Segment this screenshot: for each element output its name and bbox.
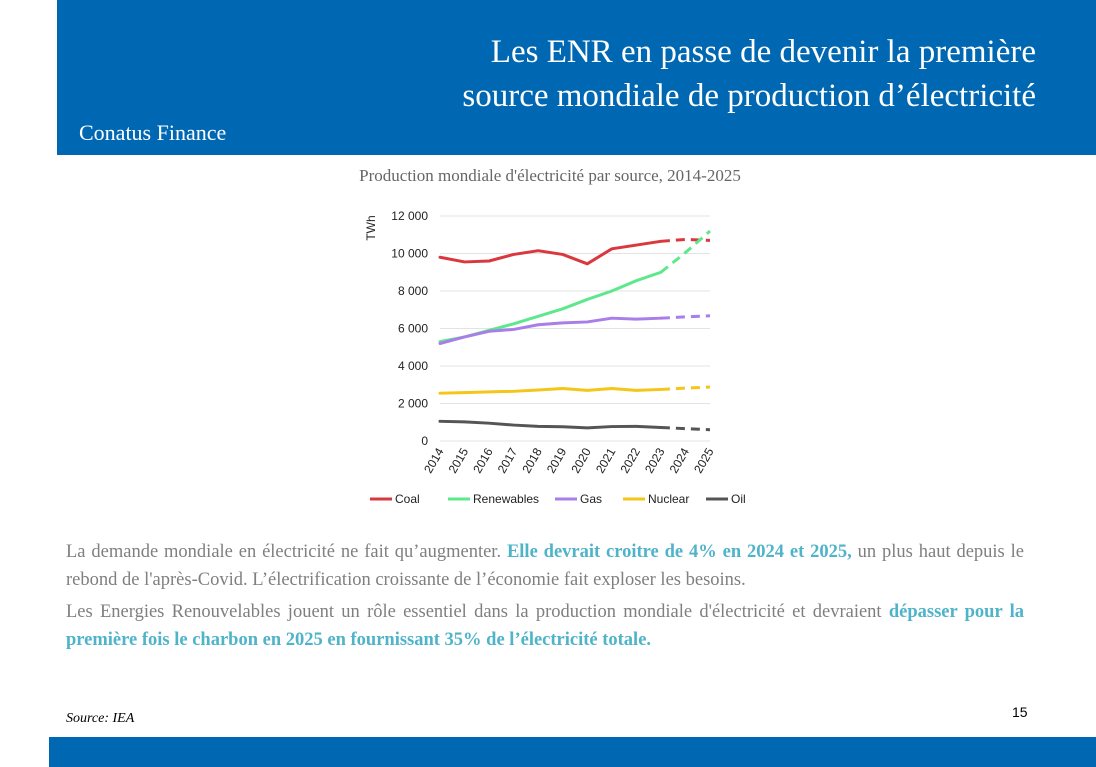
paragraph-2-highlight: dépasser pour la première fois le charbo… bbox=[66, 602, 1024, 650]
x-tick-label: 2024 bbox=[667, 445, 693, 475]
series-line-coal bbox=[438, 239, 663, 266]
line-chart: 0 2 000 4 000 6 000 8 000 10 000 12 000 TWh 2014… bbox=[364, 209, 746, 506]
source-note: Source: IEA bbox=[66, 711, 135, 726]
legend-label-oil: Oil bbox=[731, 492, 746, 506]
series-forecast-oil bbox=[660, 426, 711, 432]
paragraph-2: Les Energies Renouvelables jouent un rôl… bbox=[66, 598, 1024, 654]
series-forecast-coal bbox=[660, 237, 711, 243]
series-forecast-nuclear bbox=[660, 385, 711, 391]
legend-label-coal: Coal bbox=[395, 492, 420, 506]
brand-name: Conatus Finance bbox=[79, 120, 227, 145]
title-line-1: Les ENR en passe de devenir la première bbox=[490, 34, 1036, 70]
x-tick-label: 2016 bbox=[470, 445, 496, 475]
x-tick-label: 2020 bbox=[568, 445, 594, 475]
x-tick-label: 2025 bbox=[691, 445, 717, 475]
footer-bar bbox=[49, 737, 1096, 767]
y-tick-label: 10 000 bbox=[391, 247, 428, 261]
paragraph-1: La demande mondiale en électricité ne fa… bbox=[66, 538, 1024, 594]
y-tick-label: 2 000 bbox=[398, 397, 428, 411]
series-line-gas bbox=[438, 316, 663, 345]
paragraph-1-text-a: La demande mondiale en électricité ne fa… bbox=[66, 542, 507, 562]
series-forecast-gas bbox=[660, 314, 711, 320]
chart-title: Production mondiale d'électricité par so… bbox=[359, 166, 741, 185]
y-tick-label: 12 000 bbox=[391, 209, 428, 223]
x-tick-label: 2017 bbox=[495, 445, 521, 475]
x-tick-label: 2022 bbox=[617, 445, 643, 475]
page-number: 15 bbox=[1012, 704, 1028, 720]
x-tick-label: 2018 bbox=[519, 445, 545, 475]
paragraph-2-text: Les Energies Renouvelables jouent un rôl… bbox=[66, 602, 889, 622]
series-line-renewables bbox=[438, 270, 663, 344]
title-line-2: source mondiale de production d’électric… bbox=[462, 78, 1036, 114]
y-tick-label: 0 bbox=[421, 434, 428, 448]
y-axis-label: TWh bbox=[364, 215, 378, 240]
y-tick-label: 6 000 bbox=[398, 322, 428, 336]
legend-label-nuclear: Nuclear bbox=[648, 492, 689, 506]
x-tick-label: 2021 bbox=[593, 445, 619, 475]
y-tick-label: 8 000 bbox=[398, 284, 428, 298]
legend-label-renewables: Renewables bbox=[473, 492, 539, 506]
series-line-oil bbox=[438, 419, 663, 430]
body-text: La demande mondiale en électricité ne fa… bbox=[66, 538, 1024, 658]
series-forecast-renewables bbox=[659, 229, 711, 274]
x-tick-label: 2014 bbox=[421, 445, 447, 475]
paragraph-1-text-b: un plus haut depuis le rebond de l'après… bbox=[66, 542, 1024, 590]
header-banner: Les ENR en passe de devenir la première … bbox=[57, 0, 1096, 155]
x-tick-label: 2015 bbox=[446, 445, 472, 475]
legend-label-gas: Gas bbox=[580, 492, 602, 506]
page-title: Les ENR en passe de devenir la première … bbox=[276, 30, 1036, 118]
y-tick-label: 4 000 bbox=[398, 359, 428, 373]
paragraph-1-highlight: Elle devrait croitre de 4% en 2024 et 20… bbox=[506, 542, 852, 562]
series-line-nuclear bbox=[438, 387, 663, 395]
x-tick-label: 2019 bbox=[544, 445, 570, 475]
x-tick-label: 2023 bbox=[642, 445, 668, 475]
